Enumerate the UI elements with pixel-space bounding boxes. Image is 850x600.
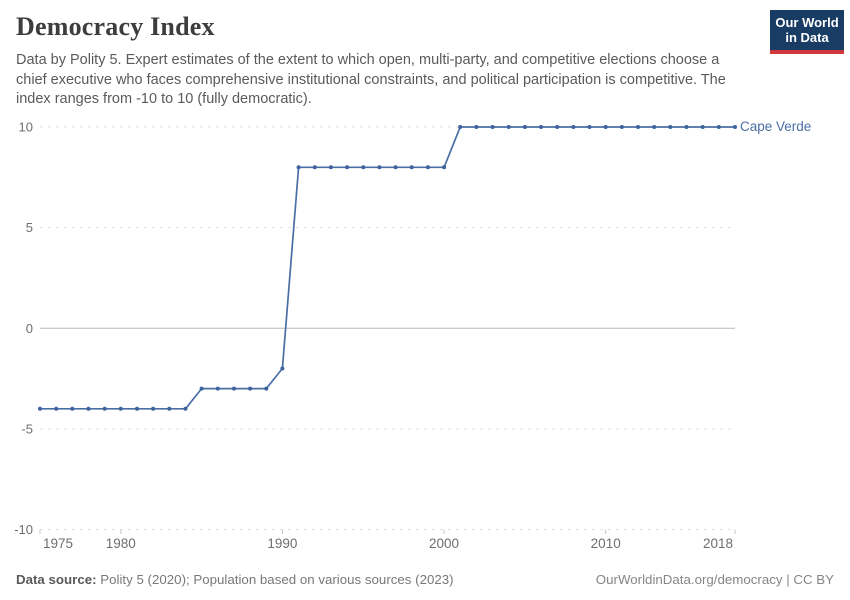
x-tick-label: 2018 [703,536,733,551]
x-tick-label: 1980 [106,536,136,551]
data-point[interactable] [490,125,495,129]
data-point[interactable] [151,406,156,411]
series-line [40,126,735,410]
data-point[interactable] [70,406,75,411]
data-point[interactable] [183,406,188,411]
data-point[interactable] [458,125,463,129]
data-point[interactable] [248,386,253,391]
chart-area: 10 5 0 -5 -10 1975 1980 1990 2000 2010 2018 [0,115,850,560]
x-tick-label: 2000 [429,536,459,551]
data-point[interactable] [280,366,285,371]
data-point[interactable] [38,406,42,411]
data-point[interactable] [619,125,624,129]
data-point[interactable] [135,406,139,411]
data-point[interactable] [587,125,592,129]
data-point[interactable] [296,165,301,170]
data-point[interactable] [167,406,172,411]
data-point[interactable] [684,125,689,129]
data-point[interactable] [668,125,673,129]
data-point[interactable] [571,125,576,129]
data-point[interactable] [700,125,705,129]
data-point[interactable] [264,386,269,391]
data-point[interactable] [474,125,479,129]
y-tick-label: 5 [26,220,33,235]
data-point[interactable] [361,165,366,170]
credit-link[interactable]: OurWorldinData.org/democracy | CC BY [595,572,834,587]
y-tick-label: -10 [14,522,33,537]
data-point[interactable] [232,386,236,391]
y-tick-label: 10 [19,120,33,135]
data-point[interactable] [215,386,220,391]
x-tick-label: 1990 [267,536,297,551]
data-point[interactable] [102,406,107,411]
chart-footer: Data source: Polity 5 (2020); Population… [16,572,834,587]
y-tick-label: 0 [26,321,33,336]
data-source-text: Polity 5 (2020); Population based on var… [96,572,454,587]
owid-logo-line1: Our World [775,15,839,30]
subtitle-line: index ranges from -10 to 10 (fully democ… [16,91,312,107]
data-point[interactable] [716,125,721,129]
data-point[interactable] [377,165,382,170]
data-point[interactable] [555,125,560,129]
data-source: Data source: Polity 5 (2020); Population… [16,572,454,587]
data-point[interactable] [199,386,204,391]
series-label-cape-verde[interactable]: Cape Verde [740,119,812,134]
x-tick-label: 1975 [43,536,73,551]
data-point[interactable] [652,125,657,129]
data-point[interactable] [522,125,527,129]
y-tick-label: -5 [21,421,33,436]
data-point[interactable] [393,165,398,170]
data-point[interactable] [603,125,608,129]
data-point[interactable] [328,165,333,170]
owid-logo[interactable]: Our World in Data [770,10,844,54]
data-point[interactable] [442,165,447,170]
data-point[interactable] [506,125,511,129]
x-tick-label: 2010 [591,536,621,551]
data-source-label: Data source: [16,572,97,587]
data-point[interactable] [118,406,123,411]
data-point[interactable] [636,125,640,129]
subtitle-line: chief executive who faces comprehensive … [16,71,726,88]
subtitle-line: Data by Polity 5. Expert estimates of th… [16,52,720,68]
page-title: Democracy Index [16,12,215,41]
data-point[interactable] [86,406,91,411]
data-point[interactable] [312,165,317,170]
chart-subtitle: Data by Polity 5. Expert estimates of th… [16,51,761,110]
data-point[interactable] [409,165,414,170]
data-point[interactable] [54,406,59,411]
owid-logo-line2: in Data [785,30,829,45]
chart-canvas[interactable]: 10 5 0 -5 -10 1975 1980 1990 2000 2010 2018 [0,115,850,560]
data-point[interactable] [539,125,543,129]
data-point[interactable] [345,165,350,170]
data-point[interactable] [733,125,737,129]
data-point[interactable] [425,165,430,170]
